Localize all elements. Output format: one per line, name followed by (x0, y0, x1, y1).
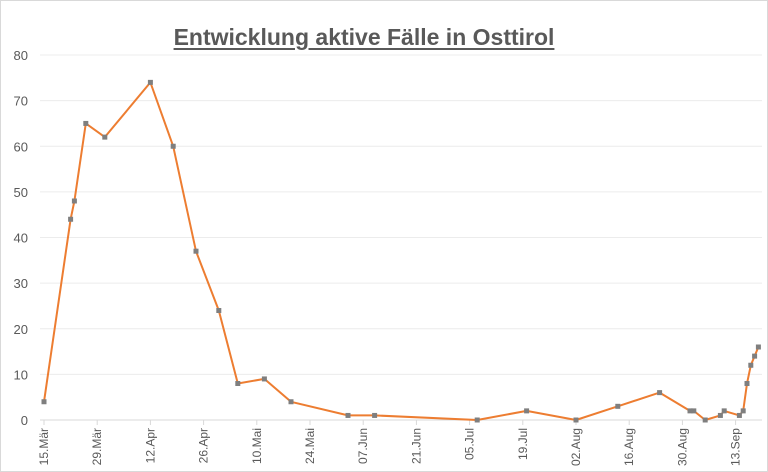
data-point-marker (345, 412, 351, 418)
y-tick-label: 20 (14, 322, 28, 337)
x-tick-label: 10.Mai (250, 428, 264, 464)
x-tick-label: 26.Apr (197, 428, 211, 463)
data-point-marker (748, 362, 754, 368)
x-axis: 15.Mär 29.Mär 12.Apr 26.Apr 10.Mai 24.Mai 07.J… (37, 420, 743, 466)
y-tick-label: 80 (14, 48, 28, 63)
data-point-marker (740, 408, 746, 414)
x-tick-label: 02.Aug (569, 428, 583, 466)
data-point-marker (83, 120, 89, 126)
chart-title: Entwicklung aktive Fälle in Osttirol (173, 24, 555, 50)
y-axis: 0 10 20 30 40 50 60 70 80 (14, 48, 28, 428)
x-tick-label: 21.Jun (409, 428, 423, 464)
data-point-marker (717, 412, 723, 418)
data-point-marker (573, 417, 579, 423)
data-point-marker (216, 308, 222, 313)
data-point-marker (147, 79, 153, 85)
y-tick-label: 50 (14, 185, 28, 200)
x-tick-label: 15.Mär (37, 428, 51, 465)
data-point-marker (102, 134, 108, 140)
data-point-marker (736, 412, 742, 418)
y-tick-label: 10 (14, 367, 28, 382)
y-tick-label: 30 (14, 276, 28, 291)
x-tick-label: 05.Jul (463, 428, 477, 460)
x-tick-label: 07.Jun (356, 428, 370, 464)
data-point-marker (657, 390, 663, 396)
data-point-marker (744, 381, 750, 386)
data-point-marker (721, 408, 727, 414)
data-point-marker (170, 143, 176, 149)
data-point-marker (702, 417, 708, 423)
data-point-marker (524, 408, 530, 414)
data-point-marker (261, 376, 267, 382)
data-point-marker (687, 408, 693, 414)
x-tick-label: 12.Apr (143, 428, 157, 463)
data-point-marker (71, 198, 77, 204)
data-point-marker (615, 403, 621, 409)
x-tick-label: 24.Mai (303, 428, 317, 464)
gridlines (40, 54, 762, 421)
data-point-marker (752, 353, 758, 359)
series-line (43, 81, 760, 421)
data-point-marker (691, 408, 697, 414)
data-point-marker (235, 381, 241, 386)
data-point-marker (288, 399, 294, 405)
data-series (41, 79, 761, 423)
y-tick-label: 0 (21, 413, 28, 428)
y-tick-label: 70 (14, 94, 28, 109)
y-tick-label: 60 (14, 139, 28, 154)
data-point-marker (41, 399, 47, 405)
data-point-marker (372, 412, 378, 418)
data-point-marker (68, 216, 74, 222)
x-tick-label: 16.Aug (622, 428, 636, 466)
data-point-marker (193, 248, 199, 254)
x-tick-label: 19.Jul (516, 428, 530, 460)
data-point-marker (755, 344, 761, 350)
data-point-marker (474, 417, 480, 423)
x-tick-label: 30.Aug (675, 428, 689, 466)
y-tick-label: 40 (14, 231, 28, 246)
x-tick-label: 29.Mär (90, 428, 104, 465)
x-tick-label: 13.Sep (729, 428, 743, 466)
